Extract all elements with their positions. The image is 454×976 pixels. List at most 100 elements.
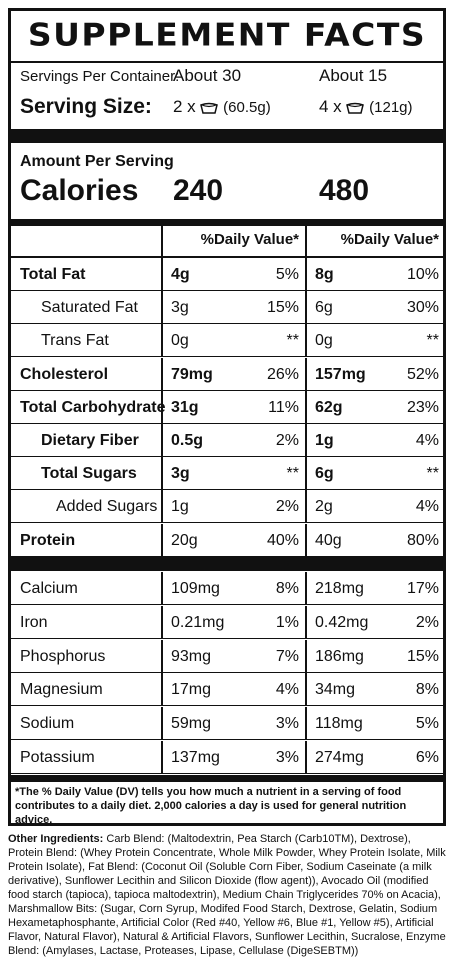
column-separator <box>161 605 163 639</box>
amount-b: 6g <box>315 465 334 483</box>
serving-size-label: Serving Size: <box>20 95 152 118</box>
column-separator <box>161 390 163 424</box>
amount-a: 59mg <box>171 715 212 733</box>
column-separator <box>161 424 163 457</box>
daily-value-b: ** <box>426 332 439 350</box>
nutrient-name: Total Fat <box>20 266 86 283</box>
title-rule <box>11 61 443 63</box>
amount-b: 62g <box>315 398 343 416</box>
macro-row: Total Fat 4g 5% 8g 10% <box>11 258 443 291</box>
nutrient-name: Iron <box>20 613 48 631</box>
nutrient-name: Total Carbohydrate <box>20 398 166 416</box>
amount-a: 93mg <box>171 647 212 665</box>
amount-a: 17mg <box>171 681 212 699</box>
scoop-icon <box>346 99 365 114</box>
macro-row: Dietary Fiber 0.5g 2% 1g 4% <box>11 424 443 457</box>
column-separator <box>161 291 163 325</box>
daily-value-b: 5% <box>415 715 439 733</box>
serving-grams-b: (121g) <box>369 99 413 116</box>
dv-header-a: %Daily Value* <box>200 231 299 248</box>
dv-header-sep-a <box>161 226 163 256</box>
nutrient-name: Sodium <box>20 715 75 733</box>
dv-header-sep-b <box>305 226 307 256</box>
nutrient-name: Phosphorus <box>20 647 106 665</box>
column-separator <box>305 424 307 457</box>
amount-b: 118mg <box>315 715 363 733</box>
column-separator <box>161 523 163 557</box>
ingredients-text: Carb Blend: (Maltodextrin, Pea Starch (C… <box>8 833 446 957</box>
row-divider <box>11 671 443 673</box>
column-separator <box>305 673 307 707</box>
serving-size-b: 4 x (121g) <box>319 97 413 117</box>
column-separator <box>305 605 307 639</box>
daily-value-a: 5% <box>275 266 299 283</box>
row-divider <box>11 489 443 491</box>
mineral-row: Potassium 137mg 3% 274mg 6% <box>11 741 443 774</box>
nutrient-name: Added Sugars <box>56 498 158 516</box>
column-separator <box>305 258 307 291</box>
column-separator <box>305 457 307 491</box>
macro-row: Added Sugars 1g 2% 2g 4% <box>11 490 443 524</box>
amount-a: 0.5g <box>171 432 204 449</box>
amount-b: 8g <box>315 266 334 283</box>
amount-b: 34mg <box>315 681 356 699</box>
column-separator <box>161 707 163 741</box>
amount-b: 186mg <box>315 647 364 665</box>
row-divider <box>11 555 443 557</box>
mineral-row: Calcium 109mg 8% 218mg 17% <box>11 572 443 605</box>
mineral-row: Sodium 59mg 3% 118mg 5% <box>11 707 443 741</box>
amount-b: 218mg <box>315 580 364 597</box>
nutrient-name: Potassium <box>20 749 95 766</box>
supplement-facts-panel: SUPPLEMENT FACTS Servings Per Container:… <box>8 8 446 826</box>
macro-row: Protein 20g 40% 40g 80% <box>11 523 443 557</box>
amount-a: 1g <box>171 498 189 516</box>
column-separator <box>305 523 307 557</box>
daily-value-a: ** <box>286 465 299 483</box>
daily-value-footnote: *The % Daily Value (DV) tells you how mu… <box>15 786 407 826</box>
calories-b: 480 <box>319 174 370 207</box>
daily-value-a: 26% <box>266 365 299 383</box>
row-divider <box>11 422 443 424</box>
column-separator <box>305 741 307 774</box>
amount-b: 0.42mg <box>315 613 369 631</box>
serving-scoops-a: 2 x <box>173 97 196 116</box>
row-divider <box>11 323 443 325</box>
amount-a: 0.21mg <box>171 613 225 631</box>
daily-value-b: 80% <box>406 531 439 549</box>
servings-per-container-b: About 15 <box>319 66 388 85</box>
dv-header-rule <box>11 256 443 258</box>
mineral-row: Phosphorus 93mg 7% 186mg 15% <box>11 639 443 673</box>
amount-b: 274mg <box>315 749 364 766</box>
column-separator <box>305 707 307 741</box>
daily-value-b: 52% <box>406 365 439 383</box>
column-separator <box>161 490 163 524</box>
daily-value-b: ** <box>426 465 439 483</box>
daily-value-b: 17% <box>406 580 439 597</box>
nutrient-name: Magnesium <box>20 681 103 699</box>
column-separator <box>161 639 163 673</box>
column-separator <box>161 258 163 291</box>
daily-value-b: 4% <box>415 498 439 516</box>
column-separator <box>305 291 307 325</box>
amount-per-serving-label: Amount Per Serving <box>20 153 174 170</box>
daily-value-a: 3% <box>275 715 299 733</box>
row-divider <box>11 637 443 639</box>
nutrient-name: Cholesterol <box>20 365 109 383</box>
macro-row: Saturated Fat 3g 15% 6g 30% <box>11 291 443 325</box>
row-divider <box>11 739 443 741</box>
nutrient-name: Calcium <box>20 580 78 597</box>
panel-title: SUPPLEMENT FACTS <box>27 15 427 54</box>
column-separator <box>161 673 163 707</box>
dv-header-b: %Daily Value* <box>340 231 439 248</box>
nutrient-name: Total Sugars <box>41 465 137 483</box>
nutrient-name: Saturated Fat <box>41 299 138 317</box>
daily-value-a: 7% <box>275 647 299 665</box>
thick-rule-4 <box>11 775 443 782</box>
amount-b: 1g <box>315 432 334 449</box>
thick-rule-3 <box>11 557 443 571</box>
daily-value-b: 8% <box>415 681 439 699</box>
row-divider <box>11 356 443 358</box>
scoop-icon <box>200 99 219 114</box>
row-divider <box>11 290 443 291</box>
ingredients-label: Other Ingredients: <box>8 833 104 845</box>
